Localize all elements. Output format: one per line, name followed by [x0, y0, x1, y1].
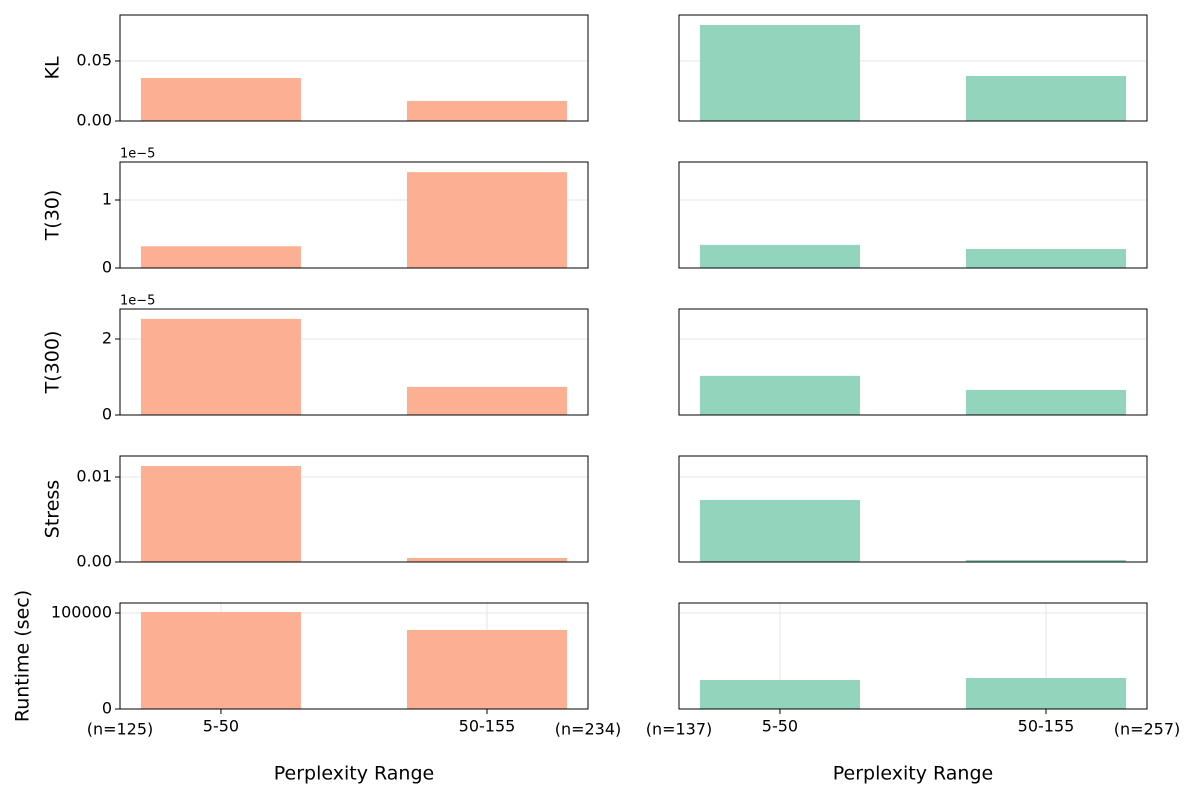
- y-axis-label: Runtime (sec): [12, 590, 34, 722]
- axes-frame: [119, 308, 589, 416]
- bar: [965, 389, 1127, 415]
- axes-frame: [119, 455, 589, 563]
- offset-text: 1e−5: [120, 294, 155, 309]
- y-tick-label: 0.00: [76, 552, 112, 571]
- bar: [140, 78, 301, 121]
- bar: [699, 24, 860, 121]
- bar: [406, 629, 568, 709]
- bar: [406, 558, 568, 562]
- bar: [406, 172, 568, 268]
- sample-size-note: (n=125): [87, 720, 154, 739]
- offset-text: 1e−5: [120, 147, 155, 162]
- bar: [965, 677, 1127, 709]
- axes-frame: [119, 602, 589, 710]
- bar: [140, 246, 301, 268]
- sample-size-note: (n=257): [1114, 720, 1181, 739]
- y-tick-label: 0.05: [76, 50, 112, 69]
- y-tick-label: 0.00: [76, 111, 112, 130]
- x-tick-label: 50-155: [1018, 717, 1075, 736]
- y-tick-label: 2: [102, 329, 112, 348]
- y-tick-label: 1: [102, 190, 112, 209]
- y-tick-label: 0: [102, 699, 112, 718]
- bar: [699, 499, 860, 562]
- axes-frame: [678, 602, 1148, 710]
- bar: [965, 75, 1127, 121]
- bar: [699, 244, 860, 268]
- axes-frame: [119, 161, 589, 269]
- bar: [406, 100, 568, 121]
- y-tick-label: 0: [102, 258, 112, 277]
- axes-frame: [678, 14, 1148, 122]
- y-tick-label: 0: [102, 405, 112, 424]
- bar: [140, 612, 301, 709]
- axes-frame: [678, 161, 1148, 269]
- x-tick-label: 5-50: [203, 717, 239, 736]
- bar: [965, 559, 1127, 562]
- bar: [699, 375, 860, 415]
- x-tick-label: 5-50: [762, 717, 798, 736]
- bar: [140, 318, 301, 415]
- axes-frame: [119, 14, 589, 122]
- axes-frame: [678, 308, 1148, 416]
- bar: [140, 466, 301, 562]
- sample-size-note: (n=234): [555, 720, 622, 739]
- y-axis-label: KL: [42, 56, 64, 79]
- y-axis-label: T(300): [42, 331, 64, 395]
- bar: [965, 248, 1127, 268]
- x-axis-label: Perplexity Range: [274, 763, 434, 785]
- x-axis-label: Perplexity Range: [833, 763, 993, 785]
- x-tick-label: 50-155: [459, 717, 516, 736]
- y-axis-label: Stress: [42, 480, 64, 538]
- y-tick-label: 100000: [51, 603, 112, 622]
- axes-frame: [678, 455, 1148, 563]
- y-tick-label: 0.01: [76, 466, 112, 485]
- sample-size-note: (n=137): [646, 720, 713, 739]
- bar: [406, 386, 568, 415]
- bar: [699, 680, 860, 709]
- y-axis-label: T(30): [42, 190, 64, 242]
